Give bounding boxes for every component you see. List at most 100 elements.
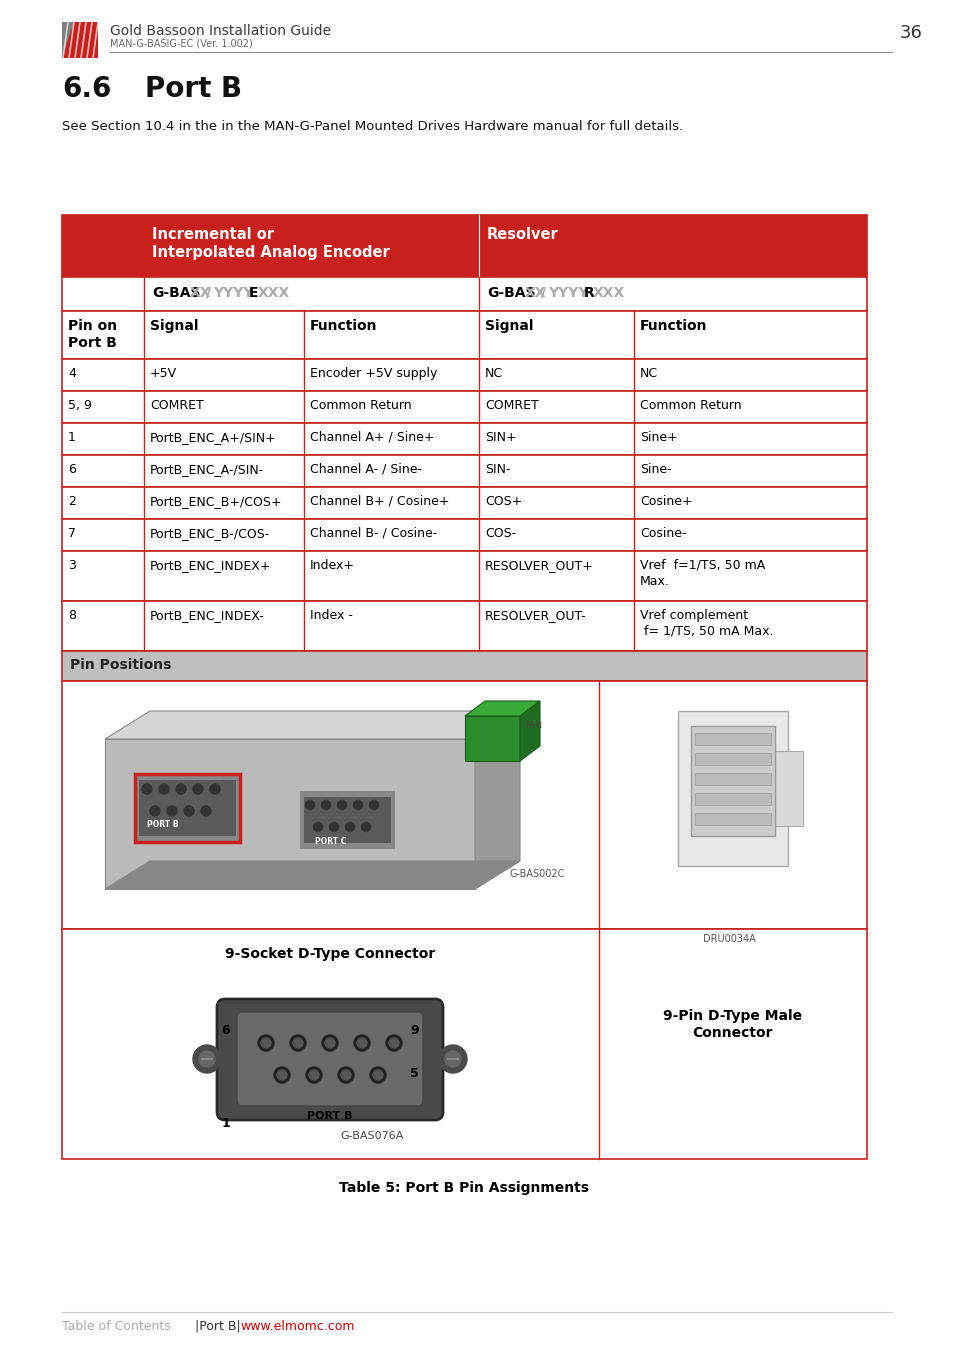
Circle shape bbox=[306, 1066, 322, 1083]
FancyBboxPatch shape bbox=[216, 999, 442, 1120]
Text: www.elmomc.com: www.elmomc.com bbox=[240, 1320, 355, 1332]
Text: PortB_ENC_A-/SIN-: PortB_ENC_A-/SIN- bbox=[150, 463, 264, 477]
Circle shape bbox=[340, 1071, 351, 1080]
Bar bbox=[62, 680, 866, 929]
Text: 5: 5 bbox=[410, 1066, 418, 1080]
Circle shape bbox=[274, 1066, 290, 1083]
Circle shape bbox=[369, 801, 378, 810]
Bar bbox=[62, 215, 866, 277]
Bar bbox=[62, 423, 866, 455]
Text: Function: Function bbox=[639, 319, 707, 333]
Circle shape bbox=[257, 1035, 274, 1052]
Polygon shape bbox=[464, 701, 539, 716]
Circle shape bbox=[386, 1035, 401, 1052]
Bar bbox=[464, 716, 519, 761]
Text: Cosine-: Cosine- bbox=[639, 526, 686, 540]
Text: G-BAS: G-BAS bbox=[152, 286, 200, 300]
Text: Sine+: Sine+ bbox=[639, 431, 677, 444]
Text: 1: 1 bbox=[68, 431, 76, 444]
Text: 5, 9: 5, 9 bbox=[68, 400, 91, 412]
Circle shape bbox=[159, 784, 169, 794]
Text: PORT C: PORT C bbox=[314, 837, 346, 846]
Text: 7: 7 bbox=[68, 526, 76, 540]
Polygon shape bbox=[62, 22, 98, 58]
Circle shape bbox=[444, 1052, 460, 1066]
Bar bbox=[695, 753, 770, 765]
Text: Port B: Port B bbox=[145, 76, 242, 103]
Polygon shape bbox=[519, 701, 539, 761]
Text: COS+: COS+ bbox=[484, 495, 521, 508]
Text: XX: XX bbox=[190, 286, 212, 300]
Text: Table of Contents: Table of Contents bbox=[62, 1320, 171, 1332]
Text: G-BAS076A: G-BAS076A bbox=[339, 1131, 403, 1141]
Circle shape bbox=[373, 1071, 382, 1080]
Circle shape bbox=[370, 1066, 386, 1083]
Text: PortB_ENC_INDEX+: PortB_ENC_INDEX+ bbox=[150, 559, 272, 572]
Bar bbox=[62, 277, 866, 310]
Text: Index -: Index - bbox=[310, 609, 353, 622]
Text: Channel A+ / Sine+: Channel A+ / Sine+ bbox=[310, 431, 434, 444]
Text: Gold Bassoon Installation Guide: Gold Bassoon Installation Guide bbox=[110, 24, 331, 38]
Text: /: / bbox=[540, 286, 545, 300]
Text: XXX: XXX bbox=[257, 286, 290, 300]
Text: R: R bbox=[583, 286, 594, 300]
Text: 36: 36 bbox=[899, 24, 922, 42]
Bar bbox=[62, 310, 866, 359]
Circle shape bbox=[337, 801, 346, 810]
Circle shape bbox=[356, 1038, 367, 1048]
Bar bbox=[62, 518, 866, 551]
Text: /: / bbox=[206, 286, 211, 300]
Circle shape bbox=[305, 801, 314, 810]
Text: Common Return: Common Return bbox=[310, 400, 411, 412]
Circle shape bbox=[201, 806, 211, 815]
Bar bbox=[62, 487, 866, 518]
Circle shape bbox=[337, 1066, 354, 1083]
Text: Channel A- / Sine-: Channel A- / Sine- bbox=[310, 463, 421, 477]
Text: COS-: COS- bbox=[484, 526, 516, 540]
Text: G-BAS002C: G-BAS002C bbox=[510, 869, 565, 879]
Bar bbox=[62, 359, 866, 392]
Text: Common Return: Common Return bbox=[639, 400, 740, 412]
Bar bbox=[695, 792, 770, 805]
Bar bbox=[135, 774, 240, 842]
Text: 4: 4 bbox=[68, 367, 76, 379]
Circle shape bbox=[309, 1071, 318, 1080]
Text: PortB_ENC_B-/COS-: PortB_ENC_B-/COS- bbox=[150, 526, 270, 540]
Bar bbox=[62, 22, 98, 58]
Circle shape bbox=[354, 1035, 370, 1052]
Text: Incremental or: Incremental or bbox=[152, 227, 274, 242]
Text: 6.6: 6.6 bbox=[62, 76, 112, 103]
Text: YYYY: YYYY bbox=[213, 286, 253, 300]
FancyBboxPatch shape bbox=[236, 1012, 422, 1106]
Bar bbox=[105, 738, 475, 890]
Bar bbox=[62, 551, 866, 601]
Text: SIN+: SIN+ bbox=[484, 431, 517, 444]
Circle shape bbox=[210, 784, 220, 794]
Bar bbox=[299, 791, 395, 849]
Polygon shape bbox=[105, 711, 519, 738]
Text: Pin on
Port B: Pin on Port B bbox=[68, 319, 117, 350]
Circle shape bbox=[184, 806, 193, 815]
Text: Channel B+ / Cosine+: Channel B+ / Cosine+ bbox=[310, 495, 449, 508]
Text: 1: 1 bbox=[221, 1116, 230, 1130]
Circle shape bbox=[193, 1045, 221, 1073]
Text: 6: 6 bbox=[68, 463, 76, 477]
Text: SIN-: SIN- bbox=[484, 463, 510, 477]
Bar bbox=[695, 733, 770, 745]
Text: 9-Pin D-Type Male
Connector: 9-Pin D-Type Male Connector bbox=[662, 1008, 801, 1041]
Text: MAN-G-BASIG-EC (Ver. 1.002): MAN-G-BASIG-EC (Ver. 1.002) bbox=[110, 38, 253, 49]
Text: See Section 10.4 in the in the MAN-G-Panel Mounted Drives Hardware manual for fu: See Section 10.4 in the in the MAN-G-Pan… bbox=[62, 120, 682, 134]
Circle shape bbox=[322, 1035, 337, 1052]
Bar bbox=[695, 774, 770, 784]
Text: Channel B- / Cosine-: Channel B- / Cosine- bbox=[310, 526, 436, 540]
Text: 8: 8 bbox=[68, 609, 76, 622]
Bar bbox=[62, 601, 866, 651]
Circle shape bbox=[167, 806, 177, 815]
Text: Signal: Signal bbox=[150, 319, 198, 333]
Text: NC: NC bbox=[639, 367, 658, 379]
Text: Pin Positions: Pin Positions bbox=[70, 657, 172, 672]
Circle shape bbox=[329, 822, 338, 832]
Circle shape bbox=[354, 801, 362, 810]
Text: XXX: XXX bbox=[593, 286, 624, 300]
Text: Cosine+: Cosine+ bbox=[639, 495, 692, 508]
